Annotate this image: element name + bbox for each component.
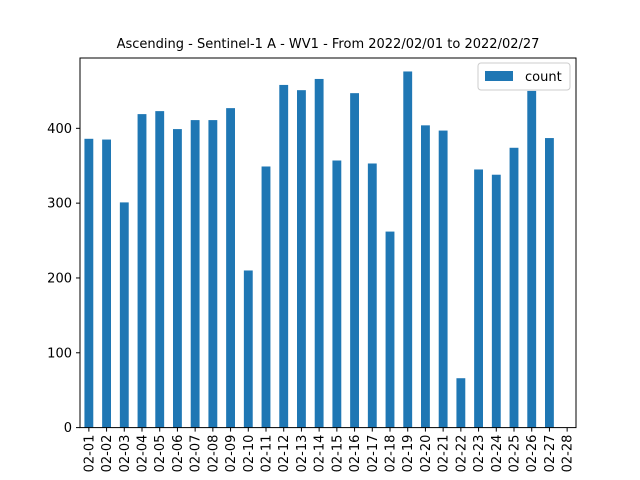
legend: count (477, 62, 571, 91)
x-tick-label: 02-14 (313, 435, 328, 473)
x-tick-label: 02-05 (153, 435, 168, 473)
x-tick-label: 02-28 (561, 435, 576, 473)
bar-02-14 (314, 78, 324, 428)
y-tick-label: 300 (47, 197, 72, 212)
bar-02-12 (279, 84, 289, 428)
x-tick-label: 02-03 (118, 435, 133, 473)
bar-02-03 (119, 202, 129, 428)
legend-label: count (525, 70, 562, 85)
legend-box (477, 62, 571, 91)
bar-02-17 (367, 163, 377, 428)
bar-02-06 (173, 129, 182, 428)
x-tick-label: 02-09 (224, 435, 239, 473)
x-tick-label: 02-23 (472, 435, 487, 473)
bar-02-22 (456, 378, 466, 428)
x-tick-label: 02-20 (419, 435, 434, 473)
bar-02-02 (102, 139, 111, 428)
x-tick-label: 02-16 (348, 435, 363, 473)
x-tick-label: 02-10 (242, 435, 257, 473)
x-tick-label: 02-07 (189, 435, 204, 473)
x-tick-label: 02-02 (100, 435, 115, 473)
bar-02-20 (421, 125, 430, 428)
x-tick-label: 02-08 (206, 435, 221, 473)
x-tick-label: 02-25 (508, 435, 523, 473)
bar-02-09 (226, 108, 235, 428)
x-tick-label: 02-22 (454, 435, 469, 473)
bar-02-18 (385, 231, 395, 428)
bar-02-05 (155, 111, 165, 428)
bar-02-15 (332, 160, 342, 428)
bar-02-04 (137, 114, 147, 428)
bar-02-24 (491, 174, 501, 428)
bar-02-19 (403, 71, 413, 428)
x-tick-label: 02-27 (543, 435, 558, 473)
y-axis: 0 100 200 300 400 (47, 122, 80, 436)
x-tick-label: 02-15 (330, 435, 345, 473)
bar-02-11 (261, 166, 271, 428)
x-tick-label: 02-26 (525, 435, 540, 473)
y-tick-label: 100 (47, 346, 72, 361)
x-tick-label: 02-18 (384, 435, 399, 473)
plot-frame (79, 57, 577, 429)
x-tick-label: 02-24 (490, 435, 505, 473)
x-tick-label: 02-17 (366, 435, 381, 473)
bar-02-16 (350, 93, 359, 428)
chart-title: Ascending - Sentinel-1 A - WV1 - From 20… (117, 37, 540, 52)
bar-02-13 (297, 90, 306, 428)
x-axis: 02-01 02-02 02-03 02-04 02-05 02-06 02-07 02-08… (82, 427, 576, 473)
bar-02-01 (84, 138, 94, 428)
x-tick-label: 02-13 (295, 435, 310, 473)
y-tick-label: 200 (47, 271, 72, 286)
x-tick-label: 02-01 (82, 435, 97, 473)
bar-02-07 (190, 120, 200, 428)
bar-02-25 (509, 147, 519, 428)
bar-02-23 (474, 169, 483, 428)
y-tick-label: 400 (47, 122, 72, 137)
x-tick-label: 02-11 (260, 435, 275, 473)
x-tick-label: 02-06 (171, 435, 186, 473)
x-tick-label: 02-21 (437, 435, 452, 473)
bar-02-21 (438, 130, 448, 428)
bar-02-08 (208, 120, 218, 428)
x-tick-label: 02-19 (401, 435, 416, 473)
y-tick-label: 0 (64, 421, 72, 436)
bar-02-10 (243, 270, 253, 428)
bars-group (84, 71, 554, 428)
bar-02-26 (527, 90, 537, 428)
x-tick-label: 02-04 (136, 435, 151, 473)
x-tick-label: 02-12 (277, 435, 292, 473)
bar-02-27 (545, 138, 554, 428)
legend-swatch (485, 71, 513, 81)
